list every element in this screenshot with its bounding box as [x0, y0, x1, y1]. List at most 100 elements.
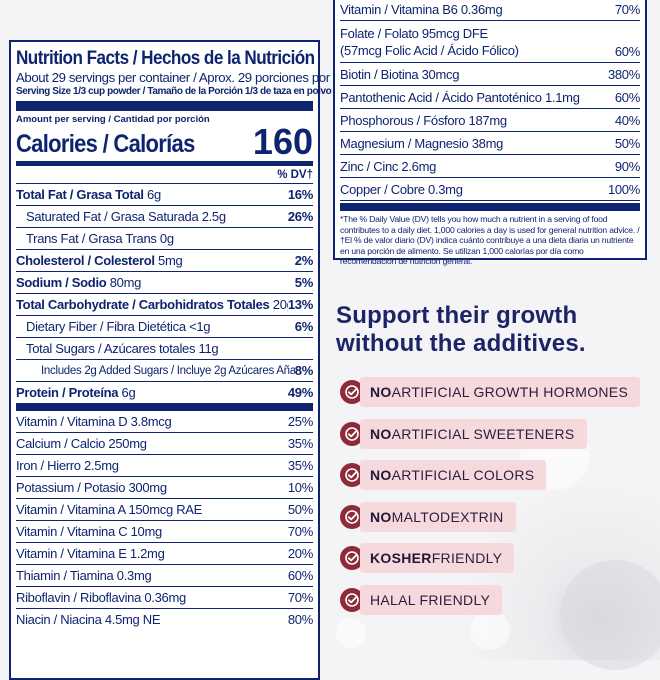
vitamin-daily-value: 60% — [287, 568, 313, 583]
nutrient-row: Sodium / Sodio 80mg 5% — [16, 271, 313, 293]
vitamin-daily-value: 35% — [287, 458, 313, 473]
nutrient-row: Cholesterol / Colesterol 5mg 2% — [16, 249, 313, 271]
feature-label-text: ARTIFICIAL SWEETENERS — [391, 425, 575, 442]
amount-per-serving: Amount per serving / Cantidad por porció… — [16, 114, 210, 125]
vitamin-label-line: Phosphorous / Fósforo 187mg — [340, 112, 507, 128]
vitamin-row: Calcium / Calcio 250mg 35% — [16, 432, 313, 454]
feature-label-text: HALAL FRIENDLY — [370, 592, 491, 608]
divider-medium — [16, 161, 313, 166]
nutrient-daily-value: 26% — [287, 209, 313, 224]
vitamin-row: Vitamin / Vitamina B6 0.36mg 70% — [340, 0, 640, 21]
nutrient-row: Total Sugars / Azúcares totales 11g — [16, 337, 313, 359]
calories-row: Calories / Calorías 160 — [16, 121, 313, 162]
vitamin-label: Vitamin / Vitamina E 1.2mg — [16, 546, 165, 561]
feature-label-text: MALTODEXTRIN — [391, 508, 504, 525]
vitamin-row: Vitamin / Vitamina A 150mcg RAE 50% — [16, 498, 313, 520]
vitamin-daily-value: 80% — [287, 612, 313, 627]
servings-per-container: About 29 servings per container / Aprox.… — [16, 70, 353, 85]
feature-label-text: ARTIFICIAL COLORS — [391, 467, 535, 484]
vitamin-label: Magnesium / Magnesio 38mg — [340, 136, 503, 151]
feature-label: NO ARTIFICIAL COLORS — [360, 460, 547, 491]
vitamin-row: Zinc / Cinc 2.6mg 90% — [340, 155, 640, 178]
vitamin-label: Folate / Folato 95mcg DFE (57mcg Folic Ac… — [340, 25, 519, 59]
vitamin-row: Vitamin / Vitamina E 1.2mg 20% — [16, 542, 313, 564]
vitamin-daily-value: 380% — [607, 66, 640, 82]
vitamin-row: Folate / Folato 95mcg DFE (57mcg Folic Ac… — [340, 21, 640, 63]
vitamin-row: Copper / Cobre 0.3mg 100% — [340, 178, 640, 201]
nutrient-amount: Includes 2g Added Sugars / Incluye 2g Az… — [41, 364, 295, 377]
vitamin-rows: Vitamin / Vitamina D 3.8mcg 25% Calcium / … — [16, 411, 313, 630]
vitamin-label: Biotin / Biotina 30mcg — [340, 67, 459, 82]
vitamin-daily-value: 50% — [287, 502, 313, 517]
nutrient-daily-value: 8% — [294, 363, 314, 378]
nutrient-daily-value: 5% — [294, 275, 314, 290]
nutrient-name: Cholesterol / Colesterol — [16, 253, 155, 268]
feature-label: NO MALTODEXTRIN — [360, 501, 516, 532]
nutrient-label: Saturated Fat / Grasa Saturada 2.5g — [16, 209, 226, 224]
nutrient-amount: 6g — [143, 187, 161, 202]
vitamin-row: Iron / Hierro 2.5mg 35% — [16, 454, 313, 476]
vitamin-label-line: Pantothenic Acid / Ácido Pantoténico 1.1… — [340, 89, 580, 105]
nutrient-label: Includes 2g Added Sugars / Incluye 2g Az… — [16, 365, 295, 377]
nutrient-amount: 20g — [272, 297, 288, 312]
vitamin-label: Vitamin / Vitamina A 150mcg RAE — [16, 502, 203, 517]
feature-label: NO ARTIFICIAL SWEETENERS — [360, 418, 587, 449]
feature-item: NO MALTODEXTRIN — [340, 501, 516, 532]
vitamin-label: Vitamin / Vitamina C 10mg — [16, 524, 162, 539]
nutrient-amount: Total Sugars / Azúcares totales 11g — [26, 341, 219, 356]
vitamin-row: Pantothenic Acid / Ácido Pantoténico 1.1… — [340, 86, 640, 109]
nutrient-daily-value: 13% — [287, 297, 313, 312]
vitamin-daily-value: 70% — [287, 524, 313, 539]
vitamin-row: Thiamin / Tiamina 0.3mg 60% — [16, 564, 313, 586]
nutrient-amount: 80mg — [106, 275, 142, 290]
vitamin-row: Vitamin / Vitamina C 10mg 70% — [16, 520, 313, 542]
nutrient-daily-value: 6% — [294, 319, 314, 334]
nutrient-amount: 6g — [118, 385, 136, 400]
vitamin-label-line: Vitamin / Vitamina B6 0.36mg — [340, 1, 503, 17]
daily-value-footnote: *The % Daily Value (DV) tells you how mu… — [340, 214, 640, 266]
nutrient-name: Total Fat / Grasa Total — [16, 187, 144, 202]
vitamin-daily-value: 35% — [287, 436, 313, 451]
nutrient-rows: Total Fat / Grasa Total 6g 16% Saturated F… — [16, 183, 313, 403]
calories-value: 160 — [252, 121, 313, 162]
nutrition-facts-label: Nutrition Facts / Hechos de la Nutrición… — [9, 40, 356, 680]
vitamin-daily-value: 70% — [614, 1, 640, 17]
vitamin-daily-value: 50% — [614, 135, 640, 151]
nutrient-daily-value: 49% — [287, 385, 313, 400]
nutrient-daily-value: 16% — [287, 187, 313, 202]
vitamin-row: Niacin / Niacina 4.5mg NE 80% — [16, 608, 313, 630]
feature-item: KOSHER FRIENDLY — [340, 543, 515, 574]
nutrient-label: Protein / Proteína 6g — [16, 385, 135, 400]
headline-line-1: Support their growth — [336, 302, 578, 329]
headline: Support their growth without the additiv… — [336, 302, 656, 358]
daily-value-header: % DV† — [277, 169, 313, 181]
background-bubble — [560, 560, 660, 670]
nutrition-facts-title: Nutrition Facts / Hechos de la Nutrición — [16, 48, 315, 69]
vitamin-label: Riboflavin / Riboflavina 0.36mg — [16, 590, 186, 605]
vitamin-label-line: Zinc / Cinc 2.6mg — [340, 158, 437, 174]
vitamin-label: Thiamin / Tiamina 0.3mg — [16, 568, 152, 583]
nutrient-row: Saturated Fat / Grasa Saturada 2.5g 26% — [16, 205, 313, 227]
nutrient-daily-value: 2% — [294, 253, 314, 268]
nutrient-label: Total Fat / Grasa Total 6g — [16, 187, 161, 202]
headline-line-2: without the additives. — [336, 330, 586, 357]
nutrient-row: Dietary Fiber / Fibra Dietética <1g 6% — [16, 315, 313, 337]
vitamin-daily-value: 20% — [287, 546, 313, 561]
vitamin-label: Iron / Hierro 2.5mg — [16, 458, 119, 473]
feature-label-bold: KOSHER — [370, 550, 432, 567]
nutrient-amount: 5mg — [154, 253, 183, 268]
nutrient-name: Sodium / Sodio — [16, 275, 107, 290]
feature-label: NO ARTIFICIAL GROWTH HORMONES — [360, 377, 641, 407]
nutrient-amount: Trans Fat / Grasa Trans 0g — [26, 231, 174, 246]
vitamin-daily-value: 40% — [614, 112, 640, 128]
vitamin-row: Phosphorous / Fósforo 187mg 40% — [340, 109, 640, 132]
vitamin-label: Copper / Cobre 0.3mg — [340, 182, 463, 197]
nutrient-label: Cholesterol / Colesterol 5mg — [16, 253, 182, 268]
vitamin-row: Magnesium / Magnesio 38mg 50% — [340, 132, 640, 155]
calories-label: Calories / Calorías — [16, 130, 195, 158]
vitamin-label-line: Copper / Cobre 0.3mg — [340, 181, 463, 197]
feature-label-bold: NO — [370, 384, 392, 400]
vitamin-row: Vitamin / Vitamina D 3.8mcg 25% — [16, 411, 313, 432]
nutrient-name: Total Carbohydrate / Carbohidratos Total… — [16, 297, 270, 312]
background-bubble — [470, 610, 510, 650]
